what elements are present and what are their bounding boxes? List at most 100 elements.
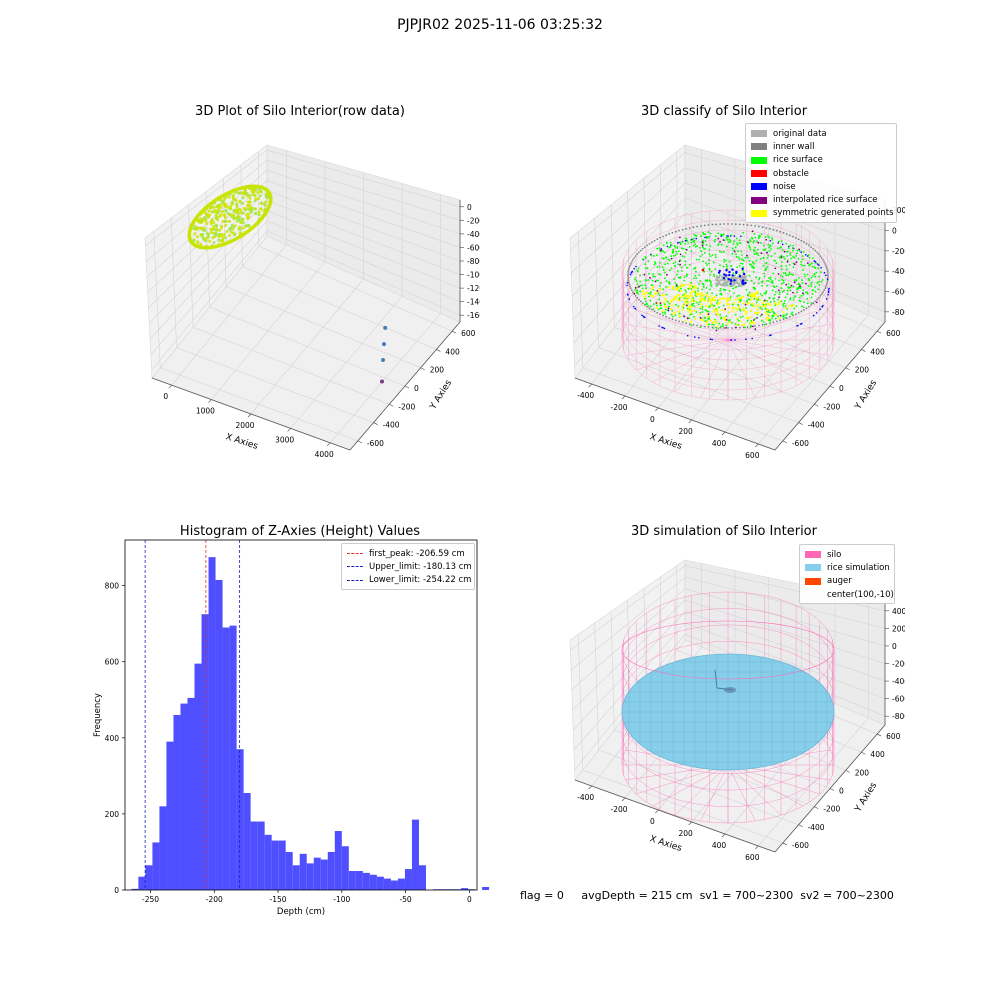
rice-surface-point <box>728 238 731 241</box>
inner-wall-point <box>824 287 827 289</box>
original-point <box>734 276 737 279</box>
interpolated-point <box>667 307 670 310</box>
symmetric-point <box>726 322 729 325</box>
inner-wall-point <box>627 269 630 271</box>
rice-surface-point <box>784 317 787 319</box>
z-tick-label: -400 <box>467 230 480 239</box>
legend-label: auger <box>827 576 852 587</box>
rice-surface-point <box>810 276 813 279</box>
rice-surface-point <box>672 251 674 254</box>
rice-surface-point <box>703 270 705 273</box>
raw-3d-plot[interactable]: 01000200030004000-600-400-20002004006000… <box>120 120 480 480</box>
raw-surface-point <box>201 236 205 239</box>
histogram-bar <box>243 792 251 890</box>
histogram-bar <box>306 863 314 890</box>
interpolated-point <box>725 327 727 329</box>
inner-wall-point <box>754 225 756 227</box>
rice-surface-point <box>674 265 676 268</box>
histogram-bar <box>348 870 356 890</box>
rice-surface-point <box>700 250 703 253</box>
rice-surface-point <box>664 263 667 266</box>
rice-surface-point <box>795 305 798 307</box>
rice-surface-point <box>671 310 674 312</box>
rice-surface-point <box>778 279 780 282</box>
rice-surface-point <box>709 288 711 291</box>
rice-surface-point <box>800 294 803 297</box>
symmetric-point <box>674 296 678 299</box>
rice-surface-point <box>768 236 771 239</box>
rice-surface-point <box>637 292 639 295</box>
rice-surface-point <box>703 248 705 250</box>
y-grid-line <box>594 218 799 423</box>
rice-surface-point <box>789 286 792 289</box>
rice-surface-point <box>675 250 677 253</box>
inner-wall-point <box>665 315 667 318</box>
symmetric-point <box>664 305 668 308</box>
rice-surface-point <box>814 286 816 288</box>
rice-surface-point <box>685 274 688 277</box>
symmetric-point <box>752 293 755 297</box>
x-grid-line <box>211 161 326 400</box>
raw-surface-point <box>222 214 226 217</box>
rice-surface-point <box>761 280 764 283</box>
rice-surface-point <box>752 241 755 244</box>
rice-surface-point <box>771 237 773 239</box>
rice-surface-point <box>754 236 757 239</box>
y-tick-label: 0 <box>839 384 844 393</box>
y-tick-mark <box>798 824 803 828</box>
rice-surface-point <box>807 254 810 257</box>
rice-surface-point <box>703 252 706 254</box>
rice-surface-point <box>769 244 772 247</box>
original-point <box>716 283 720 286</box>
symmetric-point <box>710 297 713 300</box>
interpolated-point <box>777 289 780 292</box>
interpolated-point <box>679 263 681 266</box>
interpolated-point <box>790 284 793 287</box>
rice-surface-point <box>773 293 776 296</box>
avg-depth-text: avgDepth = 215 cm <box>581 889 693 902</box>
rice-surface-point <box>771 317 773 320</box>
rice-surface-point <box>775 262 778 265</box>
symmetric-point <box>706 312 709 315</box>
rice-surface-point <box>781 278 784 281</box>
noise-point <box>635 265 637 268</box>
rice-surface-point <box>669 241 672 244</box>
rice-surface-point <box>648 272 650 275</box>
raw-surface-point <box>192 227 196 230</box>
rice-surface-point <box>821 279 824 281</box>
symmetric-point <box>740 296 743 299</box>
symmetric-point <box>655 306 658 309</box>
rice-surface-point <box>720 233 723 236</box>
rice-surface-point <box>685 238 688 240</box>
original-point <box>725 280 729 283</box>
raw-surface-point <box>192 239 196 242</box>
rice-surface-point <box>769 311 771 314</box>
noise-point <box>626 282 629 284</box>
z-tick-label: -200 <box>892 247 905 256</box>
symmetric-point <box>792 304 795 307</box>
raw-surface-point <box>231 213 235 217</box>
symmetric-point <box>742 295 745 298</box>
noise-point <box>633 267 635 270</box>
rice-surface-point <box>774 252 776 255</box>
rice-surface-point <box>768 246 771 249</box>
inner-wall-point <box>820 293 823 295</box>
classify-silo-floor-spoke <box>727 339 756 399</box>
symmetric-point <box>729 321 732 324</box>
rice-surface-point <box>781 275 784 278</box>
z-tick-label: -400 <box>892 677 905 686</box>
rice-surface-point <box>748 274 751 277</box>
raw-surface-point <box>236 210 239 214</box>
legend-entry: first_peak: -206.59 cm <box>347 547 469 560</box>
symmetric-point <box>680 289 683 292</box>
rice-surface-point <box>737 319 740 322</box>
classify-silo-floor-spoke <box>727 309 820 341</box>
rice-surface-point <box>799 287 802 289</box>
rice-surface-point <box>801 264 804 267</box>
rice-surface-point <box>790 273 793 276</box>
raw-surface-point <box>229 230 233 234</box>
symmetric-point <box>756 308 759 311</box>
rice-surface-point <box>699 279 702 282</box>
rice-surface-point <box>798 296 801 299</box>
